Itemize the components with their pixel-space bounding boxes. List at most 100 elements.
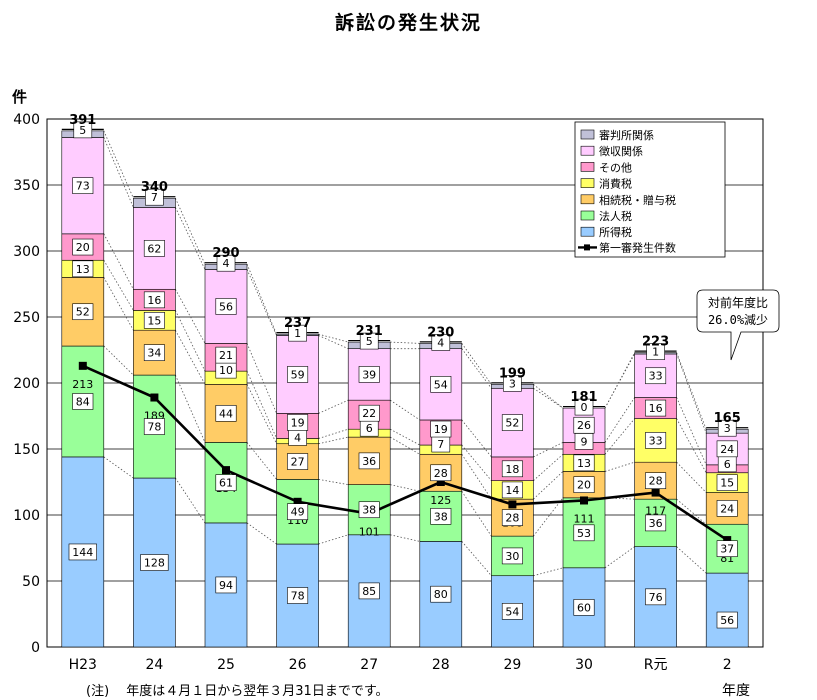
value-label: 5 <box>366 335 373 348</box>
value-label-box <box>72 393 94 410</box>
line-value-label: 125 <box>430 494 451 507</box>
value-label: 61 <box>219 477 233 490</box>
connector-line <box>676 498 707 525</box>
value-label-box <box>501 509 523 526</box>
value-label: 34 <box>147 347 161 360</box>
connector-line <box>461 541 492 576</box>
connector-line <box>246 442 277 480</box>
value-label: 60 <box>577 601 591 614</box>
connector-line <box>318 333 349 343</box>
x-tick-label: 30 <box>575 657 593 673</box>
value-label-box <box>716 540 738 557</box>
callout-bubble <box>696 289 780 361</box>
connector-line <box>604 418 635 455</box>
legend-swatch <box>580 145 595 156</box>
connector-line <box>103 137 134 208</box>
value-label: 52 <box>505 417 519 430</box>
value-label-box <box>287 503 309 521</box>
connector-line <box>246 522 277 545</box>
x-tick-label: 24 <box>145 657 163 673</box>
legend-label: 相続税・贈与税 <box>599 193 676 207</box>
value-label-box <box>288 324 307 342</box>
value-label-box <box>287 453 309 470</box>
value-label-box <box>72 260 94 278</box>
value-label: 33 <box>649 434 663 447</box>
y-tick-label: 250 <box>13 310 40 326</box>
connector-line <box>318 428 349 439</box>
chart-title: 訴訟の発生状況 <box>334 12 482 34</box>
value-label-box <box>716 611 738 629</box>
y-tick-label: 150 <box>13 442 40 458</box>
value-label: 38 <box>434 510 448 523</box>
line-value-label: 213 <box>72 378 93 391</box>
value-label: 1 <box>294 327 301 340</box>
value-label-box <box>645 472 667 489</box>
total-label: 290 <box>212 246 239 261</box>
value-label: 16 <box>649 402 663 415</box>
value-label-box <box>501 547 523 565</box>
value-label: 73 <box>76 180 90 193</box>
value-label-box <box>72 177 94 194</box>
value-label-box <box>430 420 452 438</box>
value-label-box <box>573 454 595 472</box>
value-label-box <box>430 585 452 603</box>
value-label-box <box>215 346 237 364</box>
value-label: 10 <box>219 364 233 377</box>
value-label: 4 <box>223 257 230 270</box>
value-label: 20 <box>577 479 591 492</box>
x-tick-label: H23 <box>69 657 97 673</box>
value-label: 39 <box>362 368 376 381</box>
value-label-box <box>645 432 667 449</box>
total-label: 340 <box>141 180 168 195</box>
connector-line <box>533 497 564 537</box>
line-value-label: 101 <box>359 526 380 539</box>
value-label-box <box>215 405 237 422</box>
value-label-box <box>358 582 380 600</box>
value-label: 56 <box>219 300 233 313</box>
value-label-box <box>573 524 595 542</box>
value-label: 3 <box>509 377 516 390</box>
bar-segment <box>562 471 606 499</box>
line-marker <box>580 496 588 505</box>
value-label-box <box>501 603 523 620</box>
value-label: 36 <box>649 517 663 530</box>
connector-line <box>390 484 420 492</box>
value-label: 19 <box>291 416 305 429</box>
legend-label: 法人税 <box>599 209 632 223</box>
value-label: 38 <box>362 504 376 517</box>
value-label-box <box>716 500 738 517</box>
connector-line <box>461 343 492 385</box>
value-label: 84 <box>76 395 90 408</box>
value-label: 9 <box>581 435 588 448</box>
legend-swatch <box>580 226 595 237</box>
value-label-box <box>574 398 594 416</box>
value-label-box <box>430 508 452 525</box>
x-axis-unit-label: 年度 <box>722 683 750 699</box>
value-label: 24 <box>720 502 734 515</box>
value-label: 5 <box>79 124 86 137</box>
connector-line <box>533 567 564 577</box>
legend-swatch <box>580 129 595 140</box>
value-label: 1 <box>652 346 659 359</box>
value-label: 19 <box>434 423 448 436</box>
value-label-box <box>72 238 94 256</box>
total-label: 199 <box>499 366 526 381</box>
connector-line <box>604 546 635 569</box>
x-tick-label: R元 <box>644 657 668 673</box>
value-label: 33 <box>649 370 663 383</box>
value-label-box <box>646 343 665 360</box>
connector-line <box>246 269 277 336</box>
y-tick-label: 350 <box>13 178 40 194</box>
y-tick-label: 400 <box>13 112 40 128</box>
value-label-box <box>645 514 667 532</box>
label-layer: 1448452132073539112878341516627340946144… <box>68 113 741 629</box>
legend-line-marker <box>584 244 590 251</box>
value-label: 13 <box>76 263 90 276</box>
bar-segment <box>705 572 749 648</box>
value-label-box <box>143 291 165 309</box>
x-tick-label: 26 <box>289 657 307 673</box>
value-label-box <box>573 476 595 493</box>
total-label: 165 <box>714 411 741 426</box>
value-label: 15 <box>147 314 161 327</box>
